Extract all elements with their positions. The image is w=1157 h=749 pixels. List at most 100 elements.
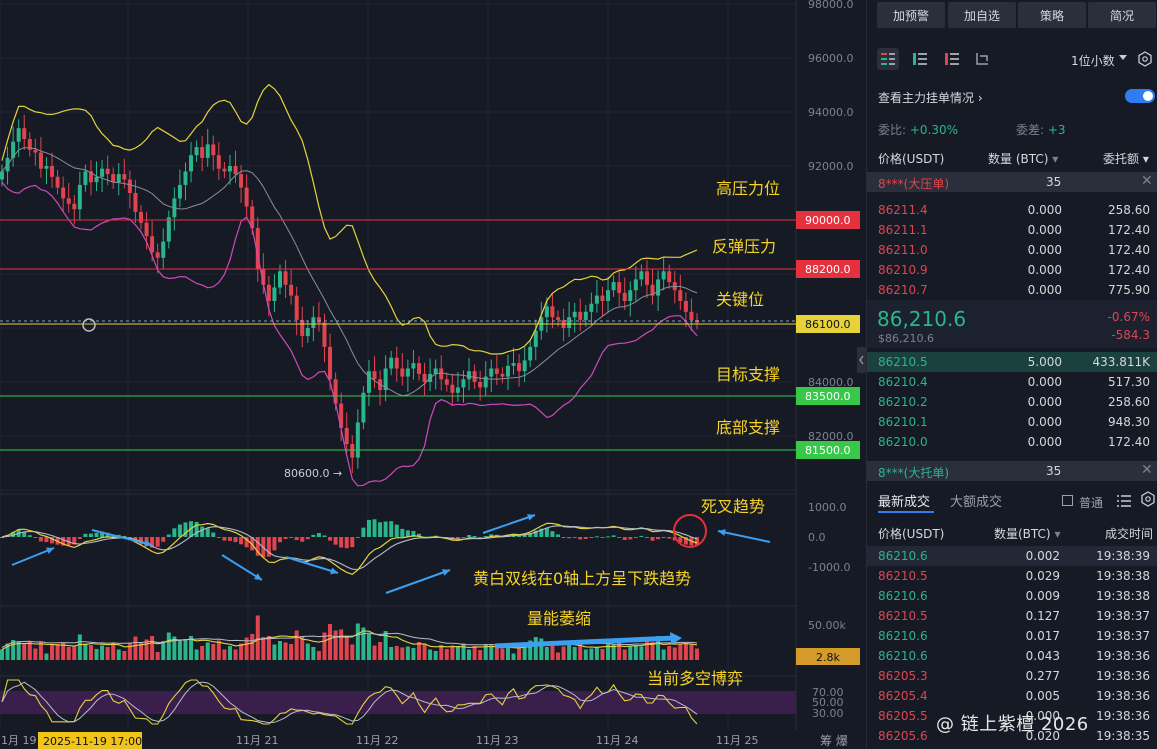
book-asks-icon[interactable]	[941, 48, 963, 70]
trade-qty: 0.005	[1025, 689, 1060, 703]
ask-row[interactable]: 86211.4 0.000 258.60	[867, 200, 1157, 220]
settings-hex-icon[interactable]	[1141, 491, 1155, 511]
trade-qty: 0.043	[1025, 649, 1060, 663]
candle-body	[194, 147, 199, 156]
close-icon[interactable]: ✕	[1141, 462, 1153, 478]
trade-col-qty[interactable]: 数量(BTC) ▾	[994, 527, 1061, 541]
volume-bar	[289, 644, 294, 660]
macd-bar	[88, 533, 93, 537]
trade-price: 86210.6	[878, 649, 928, 663]
candle-body	[144, 222, 149, 237]
volume-bar	[472, 646, 477, 660]
volume-bar	[539, 638, 544, 660]
tab-latest-trades[interactable]: 最新成交	[878, 495, 931, 510]
big-bid-band[interactable]: 8***(大托单) 35 ✕	[867, 461, 1157, 481]
macd-bar	[239, 537, 244, 545]
bid-row[interactable]: 86210.0 0.000 172.40	[867, 432, 1157, 452]
candle-body	[116, 174, 121, 183]
macd-bar	[594, 536, 599, 538]
candle-body	[278, 271, 282, 288]
ask-row[interactable]: 86211.1 0.000 172.40	[867, 220, 1157, 240]
macd-bar	[672, 537, 677, 541]
candle-body	[433, 368, 438, 374]
row-qty: 0.000	[1027, 283, 1062, 297]
candle-body	[633, 279, 638, 291]
bid-row[interactable]: 86210.4 0.000 517.30	[867, 372, 1157, 392]
macd-tick-label: -1000.0	[808, 561, 850, 574]
macd-bar	[339, 537, 344, 548]
volume-bar	[633, 645, 638, 660]
ask-row[interactable]: 86210.7 0.000 775.90	[867, 280, 1157, 300]
big-ask-band[interactable]: 8***(大压单) 35 ✕	[867, 172, 1157, 192]
volume-bar	[428, 649, 433, 660]
row-price: 86210.5	[878, 355, 928, 369]
watch-main-orders-link[interactable]: 查看主力挂单情况 ›	[878, 91, 983, 105]
trade-time: 19:38:38	[1096, 569, 1150, 583]
volume-bar	[589, 648, 594, 660]
macd-bar	[661, 537, 666, 538]
candle-body	[88, 171, 93, 183]
overview-button[interactable]: 简况	[1088, 2, 1156, 28]
candle-body	[589, 303, 594, 312]
macd-bar	[289, 537, 294, 538]
candle-body	[489, 368, 494, 377]
candle-body	[33, 149, 38, 153]
volume-bar	[583, 649, 588, 660]
candle-body	[661, 271, 666, 280]
lower-band-line	[1, 181, 698, 487]
volume-bar	[55, 644, 60, 660]
candle-body	[667, 271, 672, 283]
col-total-header[interactable]: 委托额 ▾	[1103, 152, 1149, 166]
strategy-button[interactable]: 策略	[1018, 2, 1086, 28]
candle-body	[550, 306, 555, 318]
book-bids-icon[interactable]	[909, 48, 931, 70]
bid-row[interactable]: 86210.5 5.000 433.811K	[867, 352, 1157, 372]
trade-row: 86205.5 0.000 19:38:36	[867, 706, 1157, 726]
panel-collapse-handle[interactable]	[857, 347, 866, 373]
volume-bar	[361, 627, 366, 660]
candle-body	[355, 422, 360, 458]
col-qty-header[interactable]: 数量 (BTC) ▾	[988, 152, 1059, 166]
filter-icon[interactable]	[1117, 493, 1131, 512]
close-icon[interactable]: ✕	[1141, 173, 1153, 189]
macd-bar	[66, 537, 71, 546]
bid-row[interactable]: 86210.1 0.000 948.30	[867, 412, 1157, 432]
ask-row[interactable]: 86211.0 0.000 172.40	[867, 240, 1157, 260]
candle-body	[533, 330, 538, 347]
macd-bar	[150, 537, 155, 548]
normal-checkbox[interactable]	[1062, 495, 1073, 506]
tab-large-trades[interactable]: 大额成交	[950, 495, 1003, 510]
bid-row[interactable]: 86210.2 0.000 258.60	[867, 392, 1157, 412]
volume-bar	[244, 637, 249, 660]
price-level-badge	[796, 441, 860, 459]
add-alert-button[interactable]: 加预警	[877, 2, 945, 28]
settings-hex-icon[interactable]	[1138, 51, 1152, 71]
row-qty: 5.000	[1027, 355, 1062, 369]
macd-bar	[628, 537, 633, 540]
macd-bar	[177, 524, 182, 537]
depth-icon[interactable]	[971, 48, 993, 70]
precision-select[interactable]: 1位小数	[1071, 54, 1115, 68]
chevron-down-icon[interactable]	[1119, 55, 1127, 60]
candle-body	[339, 403, 344, 428]
row-total: 172.40	[1108, 435, 1150, 449]
volume-bar	[172, 636, 177, 660]
volume-current-badge	[796, 648, 860, 665]
row-qty: 0.000	[1027, 203, 1062, 217]
price-chart[interactable]: 98000.0 96000.0 94000.0 92000.0 84000.0 82000…	[0, 0, 864, 749]
book-both-icon[interactable]	[877, 48, 899, 70]
trade-price: 86210.5	[878, 569, 928, 583]
macd-bar	[322, 535, 327, 537]
macd-bar	[667, 537, 672, 539]
main-orders-toggle[interactable]	[1125, 89, 1155, 103]
add-watchlist-button[interactable]: 加自选	[948, 2, 1016, 28]
chart-area[interactable]: 98000.0 96000.0 94000.0 92000.0 84000.0 82000…	[0, 0, 864, 749]
ask-row[interactable]: 86210.9 0.000 172.40	[867, 260, 1157, 280]
macd-bar	[639, 535, 644, 537]
candle-body	[55, 176, 60, 188]
candle-body	[644, 271, 649, 285]
candle-body	[583, 311, 588, 320]
trade-qty: 0.020	[1025, 729, 1060, 743]
death-cross-circle	[673, 514, 707, 548]
macd-bar	[366, 519, 371, 537]
